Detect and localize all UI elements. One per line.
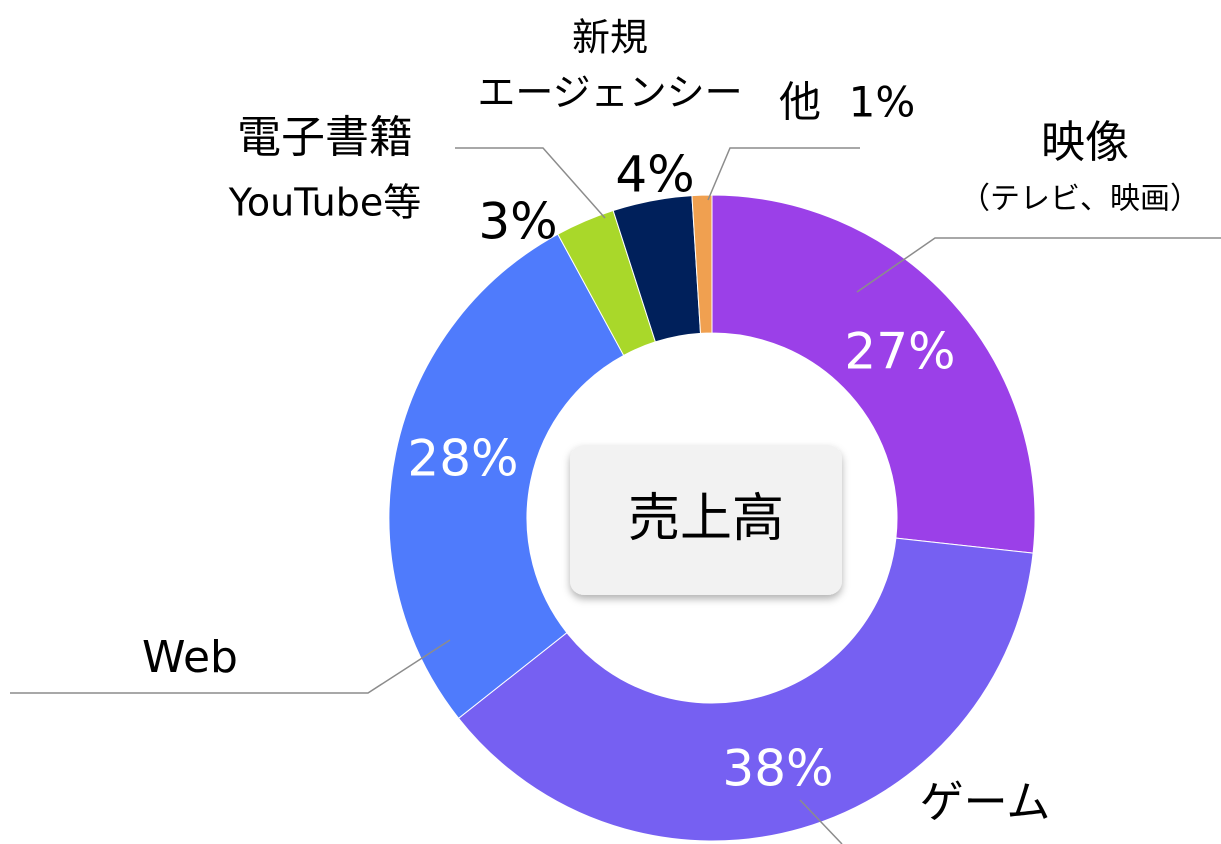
category-note: （テレビ、映画）	[960, 182, 1200, 217]
leader-line	[707, 147, 860, 201]
category-label: ゲーム	[920, 777, 1051, 828]
leader-line	[856, 237, 1221, 293]
leader-line	[455, 147, 606, 219]
value-label: 28%	[407, 430, 518, 488]
category-label: Web	[142, 632, 238, 683]
value-label: 4%	[615, 146, 694, 204]
slices	[388, 194, 1036, 842]
value-label: 3%	[478, 193, 557, 251]
category-label: 電子書籍	[237, 112, 413, 163]
category-label: 新規	[572, 16, 648, 60]
value-label: 27%	[844, 323, 955, 381]
slice	[691, 194, 713, 334]
category-label: 映像	[1041, 117, 1129, 168]
center-box	[570, 445, 842, 595]
slice	[457, 537, 1034, 842]
category-note: エージェンシー	[477, 71, 742, 115]
leader-line	[799, 799, 843, 844]
leader-line	[10, 639, 451, 694]
center-label: 売上高	[628, 489, 784, 549]
value-label: 38%	[722, 740, 833, 798]
value-label: 1%	[849, 78, 916, 127]
slice	[711, 194, 1036, 554]
category-note: YouTube等	[228, 181, 422, 225]
category-label: 他	[779, 78, 821, 127]
slice	[388, 233, 625, 719]
